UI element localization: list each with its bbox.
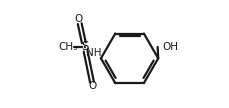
Text: S: S [81,40,88,53]
Text: CH₃: CH₃ [58,42,77,52]
Text: O: O [88,81,97,91]
Text: O: O [74,14,83,24]
Text: NH: NH [86,48,101,58]
Text: OH: OH [161,42,177,52]
